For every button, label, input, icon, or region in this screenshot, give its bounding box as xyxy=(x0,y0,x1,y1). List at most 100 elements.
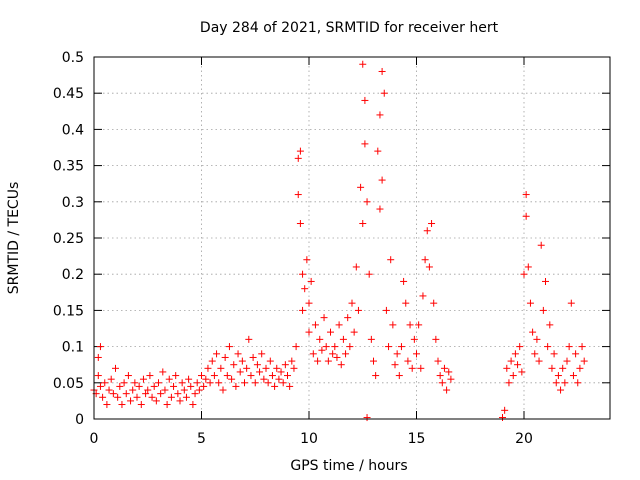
data-point xyxy=(258,350,266,358)
y-tick-label: 0 xyxy=(75,412,84,428)
data-point xyxy=(357,183,365,191)
data-point xyxy=(370,357,377,365)
data-point xyxy=(189,401,197,409)
data-point xyxy=(350,328,358,336)
data-point xyxy=(262,364,270,372)
data-point xyxy=(167,393,175,401)
data-point xyxy=(279,379,287,387)
data-point xyxy=(344,314,352,322)
data-point xyxy=(423,227,431,235)
data-point xyxy=(359,220,367,228)
data-point xyxy=(112,364,119,372)
data-point xyxy=(277,368,285,376)
data-point xyxy=(195,386,203,394)
data-point xyxy=(230,361,238,369)
y-tick-label: 0.45 xyxy=(53,86,84,102)
data-point xyxy=(198,372,205,380)
data-point xyxy=(335,321,343,329)
data-point xyxy=(135,382,143,390)
data-point xyxy=(526,299,534,307)
data-point xyxy=(307,277,315,285)
data-point xyxy=(236,368,244,376)
data-point xyxy=(359,60,367,68)
data-point xyxy=(432,335,440,343)
x-tick-label: 10 xyxy=(300,431,318,447)
data-point xyxy=(402,299,410,307)
data-point xyxy=(443,386,451,394)
data-point xyxy=(101,379,109,387)
data-point xyxy=(554,372,562,380)
data-point xyxy=(561,379,569,387)
data-point xyxy=(320,314,328,322)
data-point xyxy=(99,393,107,401)
data-point xyxy=(187,382,195,390)
data-point xyxy=(133,393,141,401)
data-point xyxy=(395,372,403,380)
data-point xyxy=(404,357,412,365)
data-point xyxy=(514,361,522,369)
data-point xyxy=(361,96,369,104)
y-axis-title: SRMTID / TECUs xyxy=(6,182,22,295)
y-tick-labels: 0 0.05 0.1 0.15 0.2 0.25 0.3 0.35 0.4 0.45 0.5 xyxy=(53,50,84,428)
data-point xyxy=(400,277,408,285)
data-point xyxy=(284,372,291,380)
data-point xyxy=(552,379,560,387)
data-point xyxy=(290,364,298,372)
data-point xyxy=(505,379,513,387)
data-point xyxy=(440,364,448,372)
data-point xyxy=(520,270,528,278)
data-point xyxy=(305,299,313,307)
data-point xyxy=(376,111,384,119)
data-point xyxy=(185,375,193,383)
data-point xyxy=(228,375,236,383)
data-point xyxy=(103,401,111,409)
data-point xyxy=(202,375,210,383)
y-tick-label: 0.1 xyxy=(62,340,84,356)
data-point xyxy=(105,386,113,394)
data-point xyxy=(413,350,420,358)
data-point xyxy=(385,343,393,351)
y-tick-label: 0.15 xyxy=(53,303,84,319)
data-point xyxy=(299,270,307,278)
data-point xyxy=(529,328,537,336)
data-point xyxy=(294,154,302,162)
data-point xyxy=(569,372,577,380)
data-point xyxy=(221,353,229,361)
x-tick-label: 15 xyxy=(408,431,426,447)
data-point xyxy=(333,353,341,361)
data-point xyxy=(148,393,156,401)
data-point xyxy=(316,335,324,343)
data-point xyxy=(378,67,386,75)
data-point xyxy=(365,270,373,278)
data-point xyxy=(578,343,586,351)
data-point xyxy=(176,397,184,405)
data-point xyxy=(223,372,231,380)
data-point xyxy=(213,350,221,358)
data-point xyxy=(408,364,416,372)
data-point xyxy=(146,372,154,380)
data-point xyxy=(131,379,139,387)
data-point xyxy=(294,191,302,199)
data-point xyxy=(96,343,104,351)
data-point xyxy=(178,379,186,387)
data-point xyxy=(275,375,283,383)
data-point xyxy=(193,379,201,387)
data-point xyxy=(342,350,350,358)
data-point xyxy=(421,256,429,264)
data-point xyxy=(425,263,433,271)
data-point xyxy=(397,343,405,351)
data-point xyxy=(150,382,158,390)
data-point xyxy=(301,285,309,293)
data-point xyxy=(311,321,319,329)
data-point xyxy=(557,386,565,394)
data-point xyxy=(393,350,401,358)
data-point xyxy=(550,350,558,358)
data-point xyxy=(430,299,438,307)
data-point xyxy=(241,379,248,387)
data-point xyxy=(139,375,147,383)
data-point xyxy=(337,361,345,369)
data-point xyxy=(264,379,272,387)
data-point xyxy=(410,335,418,343)
data-point xyxy=(572,350,580,358)
